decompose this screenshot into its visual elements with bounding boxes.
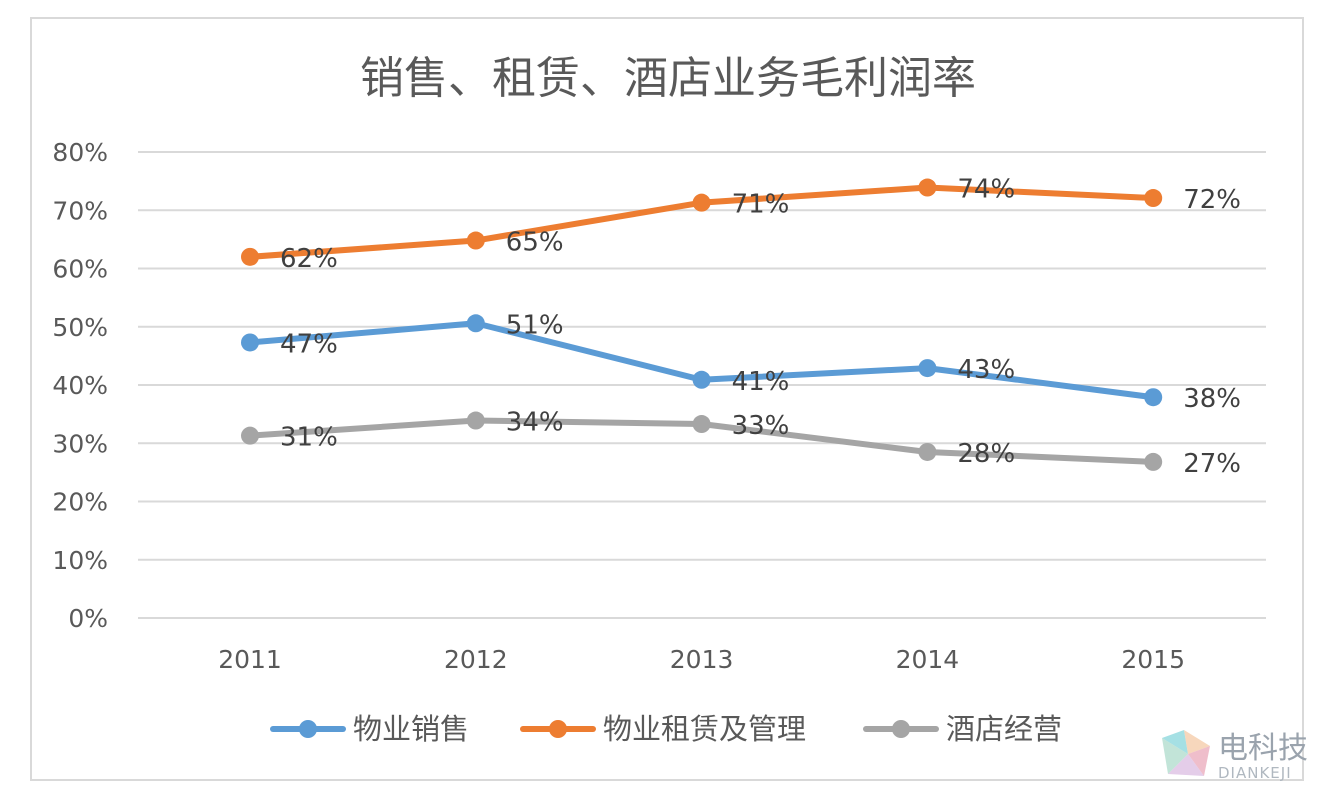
data-point[interactable]	[918, 359, 937, 378]
gridlines	[138, 151, 1266, 619]
data-label: 62%	[280, 244, 338, 274]
legend-entry[interactable]: 酒店经营	[946, 712, 1062, 746]
chart-frame	[30, 17, 1304, 781]
data-point[interactable]	[692, 370, 711, 389]
data-labels: 47% 51% 41% 43% 38% 62% 65% 71% 74% 72% 31% 34% 33% 2…	[280, 175, 1241, 479]
data-label: 47%	[280, 329, 338, 359]
data-point[interactable]	[466, 411, 485, 430]
y-tick-label: 80%	[52, 138, 108, 167]
watermark-logo-icon	[1162, 730, 1210, 776]
data-label: 38%	[1183, 384, 1241, 414]
data-point[interactable]	[918, 178, 937, 197]
y-tick-label: 40%	[52, 371, 108, 400]
data-label: 72%	[1183, 185, 1241, 215]
chart-title: 销售、租赁、酒店业务毛利润率	[360, 53, 976, 104]
data-label: 65%	[506, 228, 564, 258]
legend-swatch-marker	[299, 720, 317, 738]
y-tick-label: 60%	[52, 255, 108, 284]
data-label: 31%	[280, 423, 338, 453]
legend-entry[interactable]: 物业租赁及管理	[603, 712, 806, 746]
x-tick-label: 2012	[444, 645, 508, 674]
x-tick-label: 2013	[670, 645, 734, 674]
data-label: 34%	[506, 408, 564, 438]
x-tick-label: 2015	[1121, 645, 1185, 674]
y-tick-label: 10%	[52, 546, 108, 575]
data-label: 33%	[732, 411, 790, 441]
data-label: 51%	[506, 310, 564, 340]
data-point[interactable]	[241, 333, 259, 352]
y-tick-label: 0%	[68, 604, 108, 633]
y-tick-label: 50%	[52, 313, 108, 342]
data-label: 27%	[1183, 449, 1241, 479]
data-point[interactable]	[1144, 452, 1163, 471]
data-label: 43%	[957, 355, 1015, 385]
data-label: 74%	[957, 175, 1015, 205]
series-lines	[241, 178, 1163, 471]
data-point[interactable]	[918, 442, 937, 461]
legend-swatch-marker	[549, 720, 567, 738]
data-point[interactable]	[241, 426, 259, 445]
data-point[interactable]	[241, 247, 259, 266]
y-tick-label: 70%	[52, 196, 108, 225]
data-point[interactable]	[466, 231, 485, 250]
y-axis-ticks: 0% 10% 20% 30% 40% 50% 60% 70% 80%	[52, 138, 108, 633]
data-label: 28%	[957, 439, 1015, 469]
y-tick-label: 20%	[52, 488, 108, 517]
x-axis-ticks: 2011 2012 2013 2014 2015	[218, 645, 1185, 674]
data-label: 71%	[732, 190, 790, 220]
x-tick-label: 2011	[218, 645, 282, 674]
y-tick-label: 30%	[52, 429, 108, 458]
watermark-text-en: DIANKEJI	[1218, 764, 1292, 782]
x-tick-label: 2014	[896, 645, 960, 674]
watermark: 电科技 DIANKEJI	[1162, 730, 1308, 782]
data-point[interactable]	[692, 193, 711, 212]
data-point[interactable]	[692, 415, 711, 434]
data-label: 41%	[732, 367, 790, 397]
legend[interactable]: 物业销售 物业租赁及管理 酒店经营	[270, 712, 1062, 746]
data-point[interactable]	[1144, 388, 1163, 407]
data-point[interactable]	[466, 314, 485, 333]
data-point[interactable]	[1144, 189, 1163, 208]
legend-swatch-marker	[892, 720, 910, 738]
legend-entry[interactable]: 物业销售	[353, 712, 469, 746]
watermark-text-cn: 电科技	[1218, 731, 1308, 766]
